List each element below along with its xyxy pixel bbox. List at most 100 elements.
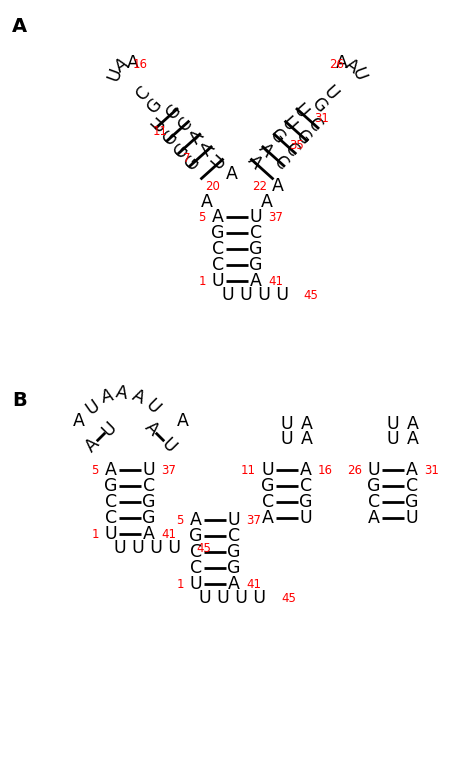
Text: 31: 31 [314,112,329,125]
Text: U: U [387,430,399,448]
Text: C: C [228,527,240,545]
Text: 41: 41 [246,577,261,590]
Text: 5: 5 [177,513,184,527]
Text: A: A [262,509,274,527]
Text: U: U [250,208,262,226]
Text: G: G [227,543,241,561]
Text: 45: 45 [281,591,296,605]
Text: U: U [99,418,120,439]
Text: A: A [272,177,284,195]
Text: A: A [201,193,213,211]
Text: G: G [144,95,166,117]
Text: U: U [82,396,103,418]
Text: 16: 16 [318,464,333,477]
Text: 37: 37 [268,210,283,224]
Text: A: A [407,430,419,448]
Text: G: G [163,100,185,123]
Text: U: U [148,115,170,136]
Text: G: G [405,493,419,511]
Text: U: U [281,430,293,448]
Text: 35: 35 [289,139,304,152]
Text: 37: 37 [246,513,261,527]
Text: C: C [262,493,274,511]
Text: G: G [227,559,241,577]
Text: G: G [182,152,204,174]
Text: A: A [190,511,202,529]
Text: C: C [190,559,202,577]
Text: U U U U: U U U U [115,539,182,557]
Text: A: A [197,139,219,160]
Text: C: C [105,493,117,511]
Text: C: C [300,477,312,495]
Text: A: A [82,435,103,456]
Text: U: U [348,65,369,83]
Text: U: U [387,415,399,433]
Text: A: A [112,55,132,76]
Text: 16: 16 [133,58,148,71]
Text: 22: 22 [252,179,267,192]
Text: U: U [143,461,155,479]
Text: U: U [289,101,311,122]
Text: 26: 26 [329,58,344,71]
Text: 31: 31 [424,464,439,477]
Text: A: A [129,386,147,407]
Text: 1: 1 [199,274,206,287]
Text: G: G [367,477,381,495]
Text: G: G [142,493,156,511]
Text: C: C [174,114,196,135]
Text: C: C [105,509,117,527]
Text: C: C [368,493,380,511]
Text: A: A [186,127,207,147]
Text: U: U [105,65,126,83]
Text: 7: 7 [183,152,191,165]
Text: G: G [249,240,263,258]
Text: U: U [281,415,293,433]
Text: G: G [292,127,315,149]
Text: U: U [368,461,380,479]
Text: 20: 20 [205,179,220,192]
Text: U: U [262,461,274,479]
Text: G: G [142,509,156,527]
Text: G: G [261,477,275,495]
Text: U: U [300,509,312,527]
Text: A: A [301,430,313,448]
Text: 45: 45 [196,541,211,555]
Text: U: U [190,575,202,593]
Text: 41: 41 [268,274,283,287]
Text: A: A [368,509,380,527]
Text: A: A [250,272,262,290]
Text: G: G [189,527,203,545]
Text: U: U [141,397,163,418]
Text: U U U U: U U U U [200,589,266,607]
Text: G: G [211,224,225,242]
Text: A: A [177,412,189,430]
Text: 11: 11 [241,464,256,477]
Text: U: U [228,511,240,529]
Text: A: A [141,418,162,439]
Text: U: U [212,272,224,290]
Text: A: A [99,386,115,407]
Text: A: A [336,54,347,72]
Text: C: C [143,477,155,495]
Text: C: C [190,543,202,561]
Text: G: G [266,126,289,148]
Text: C: C [282,140,303,161]
Text: A: A [407,415,419,433]
Text: U: U [278,114,300,135]
Text: A: A [244,152,265,173]
Text: G: G [104,477,118,495]
Text: A: A [143,525,155,543]
Text: C: C [133,83,155,104]
Text: A: A [406,461,418,479]
Text: G: G [299,493,313,511]
Text: 45: 45 [303,288,318,301]
Text: B: B [12,391,27,410]
Text: U: U [158,435,179,456]
Text: C: C [212,256,224,274]
Text: U: U [209,152,230,173]
Text: C: C [212,240,224,258]
Text: U U U U: U U U U [222,286,290,304]
Text: A: A [300,461,312,479]
Text: G: G [249,256,263,274]
Text: C: C [304,115,326,136]
